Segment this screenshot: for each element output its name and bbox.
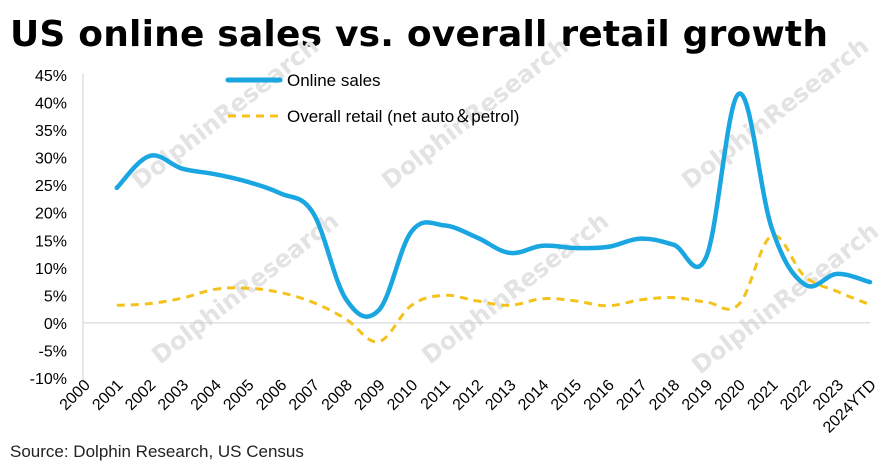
x-tick-label: 2016 — [581, 377, 618, 414]
data-point-online-sales — [475, 236, 479, 240]
x-tick-label: 2021 — [744, 377, 781, 414]
y-tick-label: 40% — [35, 96, 67, 113]
watermark-text: DolphinResearch — [686, 217, 884, 380]
data-point-online-sales — [737, 92, 741, 96]
data-point-overall-retail — [148, 302, 152, 306]
series-line-overall-retail — [116, 234, 871, 344]
x-tick-label: 2012 — [450, 377, 487, 414]
y-tick-label: 0% — [44, 316, 67, 333]
x-tick-label: 2005 — [220, 377, 257, 414]
legend-label-online-sales: Online sales — [287, 71, 381, 90]
data-point-online-sales — [868, 280, 872, 284]
legend: Online sales Overall retail (net auto＆pe… — [225, 71, 519, 126]
y-tick-label: 15% — [35, 233, 67, 250]
x-tick-label: 2015 — [548, 377, 585, 414]
data-point-overall-retail — [442, 293, 446, 297]
data-point-online-sales — [442, 223, 446, 227]
data-point-overall-retail — [639, 298, 643, 302]
data-point-online-sales — [704, 255, 708, 259]
data-point-online-sales — [344, 297, 348, 301]
data-point-online-sales — [606, 245, 610, 249]
x-tick-label: 2004 — [188, 377, 225, 414]
y-tick-label: 35% — [35, 123, 67, 140]
watermark-text: DolphinResearch — [416, 207, 614, 370]
x-tick-label: 2009 — [351, 377, 388, 414]
y-tick-label: 5% — [44, 288, 67, 305]
data-point-online-sales — [835, 272, 839, 276]
legend-label-overall-retail: Overall retail (net auto＆petrol) — [287, 107, 519, 126]
series-layer — [114, 91, 873, 344]
x-tick-label: 2001 — [89, 377, 126, 414]
x-tick-label: 2018 — [646, 377, 683, 414]
data-point-overall-retail — [737, 302, 741, 306]
data-point-online-sales — [672, 243, 676, 247]
y-tick-label: 10% — [35, 261, 67, 278]
x-tick-label: 2003 — [155, 377, 192, 414]
data-point-overall-retail — [475, 299, 479, 303]
x-tick-label: 2022 — [777, 377, 814, 414]
data-point-online-sales — [377, 308, 381, 312]
x-tick-label: 2017 — [613, 377, 650, 414]
data-point-online-sales — [148, 154, 152, 158]
data-point-overall-retail — [803, 274, 807, 278]
data-point-overall-retail — [115, 303, 119, 307]
x-tick-label: 2008 — [319, 377, 356, 414]
data-point-overall-retail — [213, 287, 217, 291]
data-point-online-sales — [639, 237, 643, 241]
y-tick-label: -10% — [30, 371, 67, 388]
x-tick-label: 2013 — [482, 377, 519, 414]
source-note: Source: Dolphin Research, US Census — [10, 442, 304, 461]
data-point-overall-retail — [180, 296, 184, 300]
data-point-online-sales — [311, 211, 315, 215]
data-point-online-sales — [410, 229, 414, 233]
data-point-online-sales — [279, 191, 283, 195]
watermark-layer: DolphinResearch DolphinResearch DolphinRes… — [126, 32, 884, 380]
x-tick-label: 2014 — [515, 377, 552, 414]
y-tick-label: 45% — [35, 68, 67, 85]
data-point-overall-retail — [246, 286, 250, 290]
data-point-overall-retail — [410, 303, 414, 307]
x-tick-label: 2007 — [286, 377, 323, 414]
y-tick-label: 25% — [35, 178, 67, 195]
data-point-overall-retail — [541, 297, 545, 301]
x-tick-label: 2020 — [712, 377, 749, 414]
watermark-text: DolphinResearch — [676, 32, 874, 195]
chart-title: US online sales vs. overall retail growt… — [10, 14, 829, 55]
y-axis-ticks: -10% -5% 0% 5% 10% 15% 20% 25% 30% 35% 40% 45% — [30, 68, 67, 388]
y-tick-label: 20% — [35, 206, 67, 223]
y-tick-label: -5% — [39, 343, 67, 360]
data-point-online-sales — [573, 246, 577, 250]
x-tick-label: 2019 — [679, 377, 716, 414]
data-point-overall-retail — [508, 303, 512, 307]
x-tick-label: 2006 — [253, 377, 290, 414]
data-point-online-sales — [508, 251, 512, 255]
data-point-overall-retail — [279, 291, 283, 295]
data-point-overall-retail — [704, 300, 708, 304]
x-tick-label: 2011 — [418, 377, 454, 413]
data-point-overall-retail — [672, 296, 676, 300]
x-tick-label: 2002 — [122, 377, 159, 414]
x-axis-ticks: 2000200120022003200420052006200720082009… — [57, 377, 880, 437]
data-point-online-sales — [541, 244, 545, 248]
data-point-overall-retail — [573, 299, 577, 303]
data-point-overall-retail — [868, 303, 872, 307]
data-point-online-sales — [213, 172, 217, 176]
data-point-online-sales — [180, 167, 184, 171]
axes — [82, 73, 870, 380]
data-point-overall-retail — [377, 340, 381, 344]
data-point-overall-retail — [835, 290, 839, 294]
data-point-online-sales — [246, 180, 250, 184]
y-tick-label: 30% — [35, 151, 67, 168]
x-tick-label: 2010 — [384, 377, 421, 414]
series-line-online-sales — [114, 91, 873, 319]
data-point-online-sales — [115, 186, 119, 190]
data-point-online-sales — [803, 282, 807, 286]
data-point-overall-retail — [311, 301, 315, 305]
data-point-overall-retail — [344, 317, 348, 321]
data-point-online-sales — [770, 226, 774, 230]
data-point-overall-retail — [606, 304, 610, 308]
